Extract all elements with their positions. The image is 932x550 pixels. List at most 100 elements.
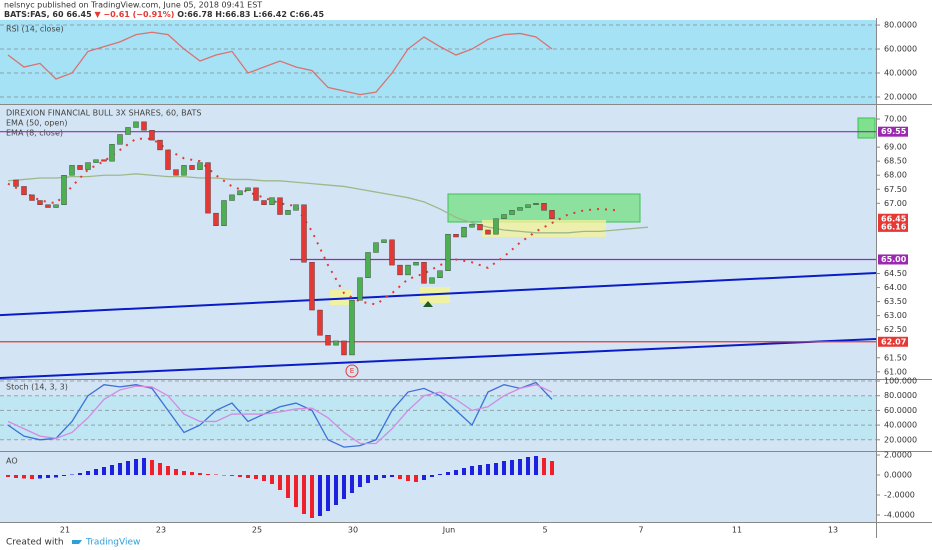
ao-bar [398,475,402,479]
x-tick-label: 23 [156,526,166,535]
publisher-line: nelsnyc published on TradingView.com, Ju… [4,1,262,10]
candle-body [469,224,475,228]
candle-body [461,226,467,238]
ao-bar [526,457,530,475]
ao-bar [158,463,162,475]
ao-bar [302,475,306,514]
candle-body [325,335,331,346]
candle-body [301,204,307,263]
trendline [0,271,877,317]
y-tick-label: 67.00 [884,199,907,208]
ao-bar [150,460,154,475]
y-tick-label: 68.00 [884,171,907,180]
candle-body [485,229,491,235]
ao-bar [430,475,434,477]
candle-body [309,262,315,311]
ao-bar [6,475,10,477]
y-tick-label: -2.0000 [884,491,915,500]
candle-body [277,197,283,215]
candle-body [141,121,147,131]
ao-bar [422,475,426,480]
ao-bar [270,475,274,484]
candle-body [173,169,179,176]
y-tick-label: 61.50 [884,353,907,362]
candle-body [205,162,211,214]
candle-body [429,277,435,284]
trendline [0,337,877,379]
candle-body [37,200,43,205]
candle-body [397,264,403,276]
y-tick-label: 62.50 [884,325,907,334]
ao-bar [78,473,82,475]
ao-bar [22,475,26,479]
series-line [7,31,553,96]
ao-bar [110,465,114,475]
ao-bar [166,466,170,475]
candle-body [213,212,219,226]
candle-body [149,130,155,141]
y-tick-label: 0.0000 [884,471,912,480]
x-tick-label: 5 [542,526,547,535]
ao-bar [462,468,466,475]
candle-body [293,204,299,211]
candle-body [533,203,539,205]
candle-body [421,262,427,284]
ao-bar [494,463,498,475]
ao-bar [246,475,250,478]
stoch-band [0,396,876,440]
ao-bar [206,474,210,475]
candle-body [341,340,347,356]
y-tick-label: 68.50 [884,157,907,166]
ao-bar [534,456,538,475]
ao-bar [126,461,130,475]
price-tag-label: 66.45 [881,214,907,223]
brand-logo [72,540,82,544]
candle-body [437,270,443,278]
candle-body [525,204,531,208]
candle-body [373,242,379,253]
ao-bar [446,472,450,475]
y-tick-label: 60.0000 [884,45,917,54]
ao-bar [102,467,106,475]
x-tick-label: Jun [442,526,456,535]
price-pane [0,105,876,379]
ao-bar [518,459,522,475]
candle-body [493,218,499,235]
series-line [7,384,553,445]
ao-bar [190,472,194,475]
ao-bar [134,459,138,475]
ao-bar [46,475,50,478]
price-title: DIREXION FINANCIAL BULL 3X SHARES, 60, B… [6,109,201,118]
legend-entry: EMA (8, close) [6,129,63,138]
ao-bar [310,475,314,518]
candle-body [229,194,235,201]
candle-body [253,187,259,201]
candle-body [381,239,387,243]
ao-pane [0,452,876,522]
candle-body [261,200,267,205]
candle-body [45,204,51,208]
candle-body [133,121,139,128]
footer-brand: TradingView [85,538,140,548]
ao-bar [486,464,490,475]
y-tick-label: 63.00 [884,311,907,320]
candle-body [21,186,27,196]
rsi-pane [0,20,876,104]
y-tick-label: 61.00 [884,367,907,376]
last-price: 66.45 [66,10,92,19]
candle-body [349,300,355,356]
ohlc: O:66.78 H:66.83 L:66.42 C:66.45 [177,10,324,19]
candle-body [101,159,107,162]
ao-bar [286,475,290,498]
candle-body [333,340,339,346]
x-tick-label: 30 [348,526,358,535]
y-tick-label: 63.50 [884,297,907,306]
ao-bar [230,475,234,476]
earnings-marker-label: E [350,367,354,375]
ao-bar [94,469,98,475]
y-tick-label: 69.00 [884,143,907,152]
candle-body [453,233,459,238]
symbol-line: BATS:FAS, 60 66.45 ▼ −0.61 (−0.91%) O:66… [4,10,324,19]
